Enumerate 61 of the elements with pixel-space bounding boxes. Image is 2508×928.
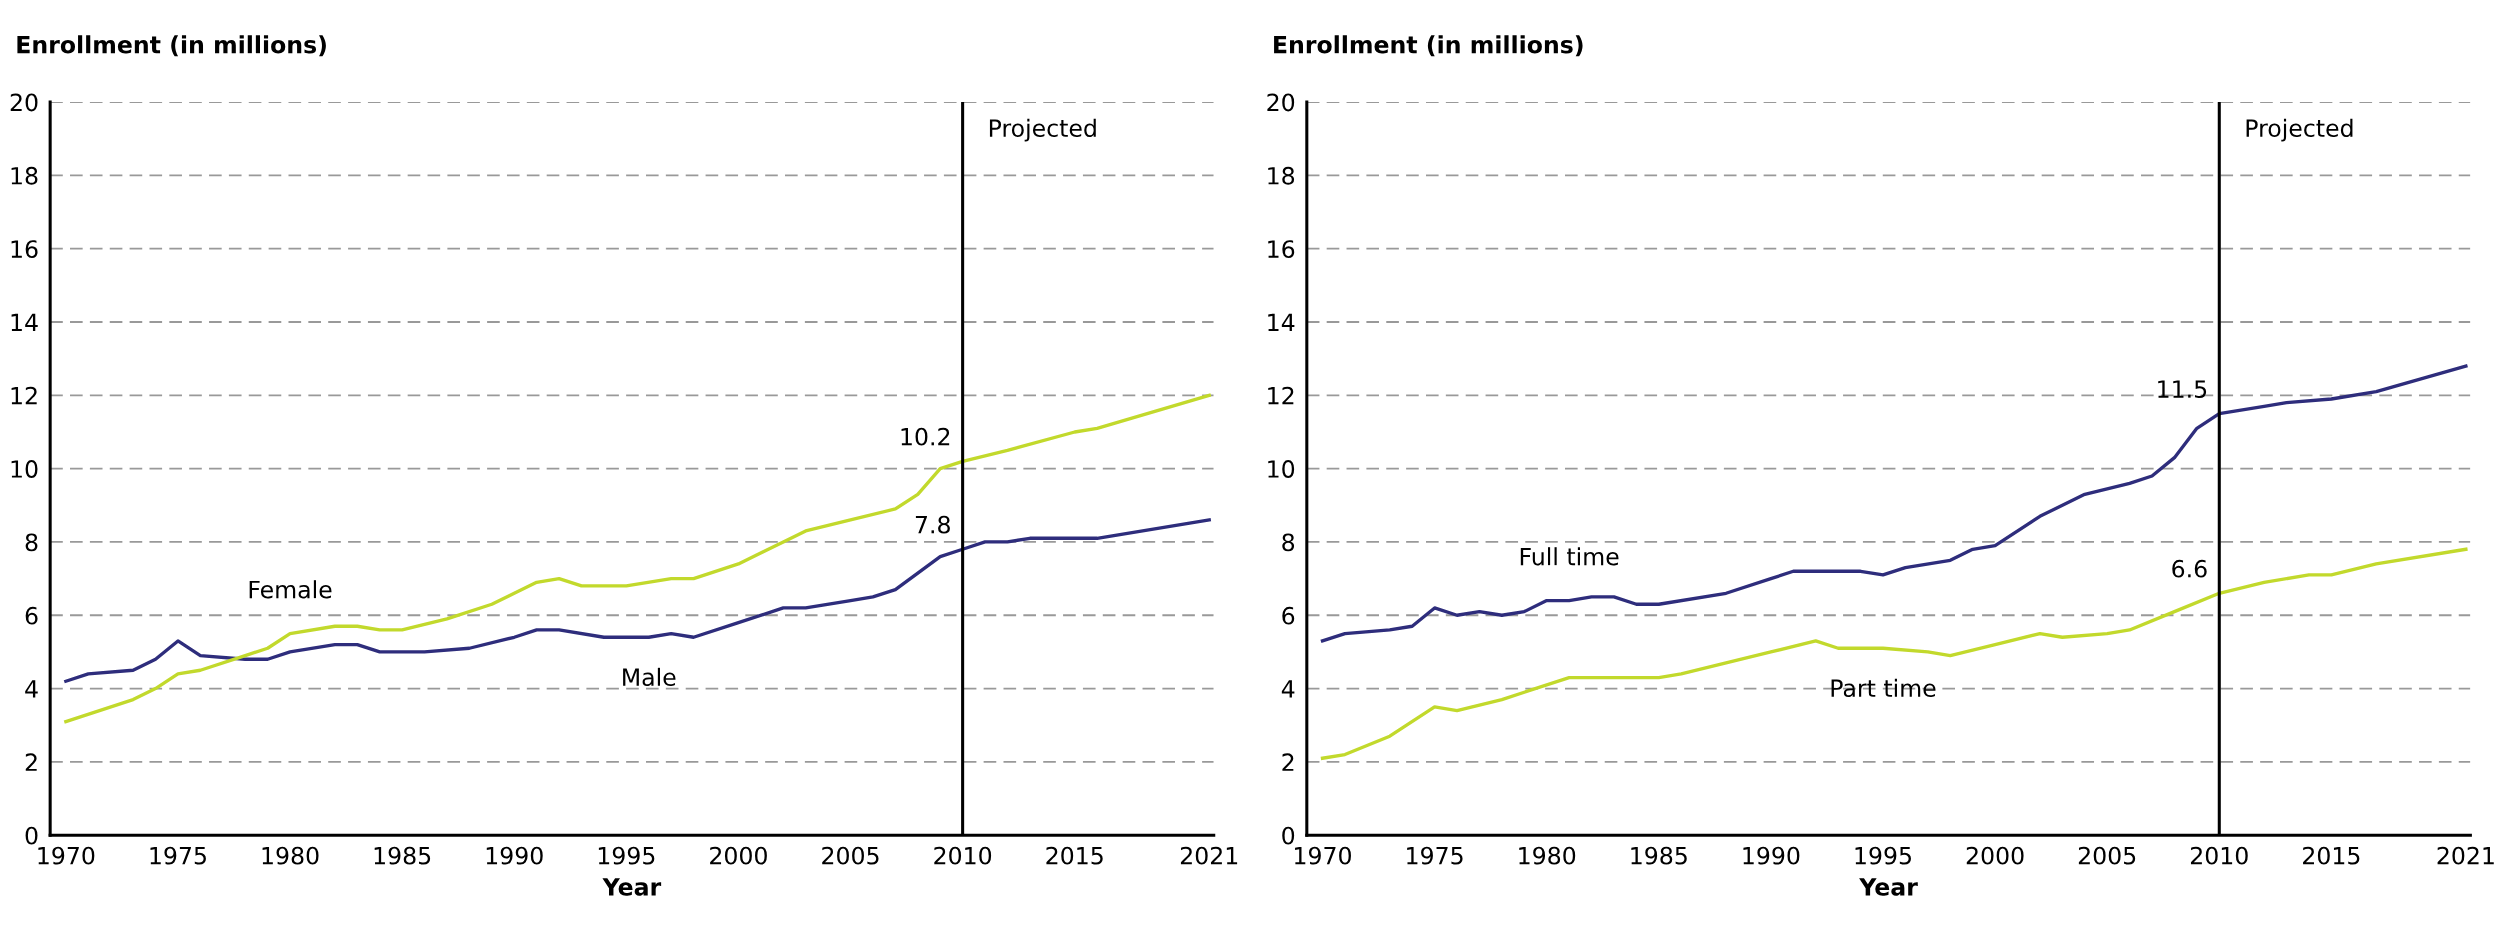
x-tick-label: 1975 (1407, 846, 1463, 865)
data-label: 6.6 (2172, 559, 2207, 578)
y-tick-label: 12 (11, 386, 37, 405)
y-tick-label: 8 (25, 533, 38, 552)
x-tick-label: 1995 (598, 846, 655, 865)
x-axis-title: Year (602, 878, 662, 896)
x-tick-label: 2010 (2190, 846, 2248, 865)
y-tick-label: 0 (25, 826, 38, 845)
x-tick-label: 2021 (2437, 846, 2494, 865)
x-tick-label: 1985 (1631, 846, 1687, 865)
x-tick-label: 2015 (1046, 846, 1103, 865)
y-tick-label: 2 (1282, 753, 1294, 771)
x-tick-label: 2000 (1966, 846, 2024, 865)
x-tick-label: 1970 (1295, 846, 1351, 865)
x-tick-label: 1995 (1855, 846, 1911, 865)
series-label: Full time (1520, 547, 1619, 566)
ref-line-label: Projected (2246, 118, 2353, 142)
y-tick-label: 2 (25, 753, 37, 771)
y-tick-label: 4 (1281, 680, 1295, 698)
y-tick-label: 16 (11, 240, 38, 259)
y-tick-label: 10 (1268, 460, 1295, 478)
y-tick-label: 20 (1267, 93, 1295, 112)
y-tick-label: 18 (11, 166, 38, 185)
x-tick-label: 1980 (1519, 846, 1576, 865)
y-tick-label: 8 (1282, 533, 1295, 552)
x-tick-label: 2015 (2303, 846, 2360, 865)
data-label: 11.5 (2158, 380, 2207, 398)
series-label: Male (623, 667, 676, 687)
y-tick-label: 0 (1282, 826, 1295, 845)
x-tick-label: 2010 (934, 846, 992, 865)
series-label: Female (249, 580, 332, 599)
y-tick-label: 6 (1282, 606, 1295, 625)
x-tick-label: 1970 (38, 846, 95, 865)
x-tick-label: 2000 (710, 846, 767, 865)
x-tick-label: 2005 (822, 846, 879, 865)
y-tick-label: 12 (1268, 386, 1294, 405)
x-tick-label: 1990 (486, 846, 543, 865)
line-series (1320, 547, 2468, 760)
y-axis-title: Enrollment (in millions) (17, 35, 326, 57)
x-tick-label: 1990 (1743, 846, 1800, 865)
y-tick-label: 14 (11, 313, 38, 331)
y-tick-label: 20 (10, 93, 38, 112)
x-tick-label: 2021 (1180, 846, 1238, 865)
y-tick-label: 16 (1268, 240, 1295, 259)
y-tick-label: 14 (1268, 313, 1295, 331)
x-axis-title: Year (1859, 878, 1918, 896)
y-tick-label: 6 (25, 606, 38, 625)
y-tick-label: 4 (25, 680, 38, 698)
x-tick-label: 1985 (374, 846, 431, 865)
series-label: Part time (1831, 678, 1936, 698)
data-label: 10.2 (901, 427, 950, 446)
x-tick-label: 2005 (2078, 846, 2136, 865)
y-tick-label: 18 (1268, 166, 1295, 185)
line-series (64, 393, 1211, 724)
y-tick-label: 10 (11, 460, 38, 478)
x-tick-label: 1980 (262, 846, 319, 865)
x-tick-label: 1975 (150, 846, 206, 865)
y-axis-title: Enrollment (in millions) (1274, 35, 1583, 57)
data-label: 7.8 (915, 515, 950, 534)
line-series (1320, 364, 2468, 643)
ref-line-label: Projected (989, 118, 1096, 142)
